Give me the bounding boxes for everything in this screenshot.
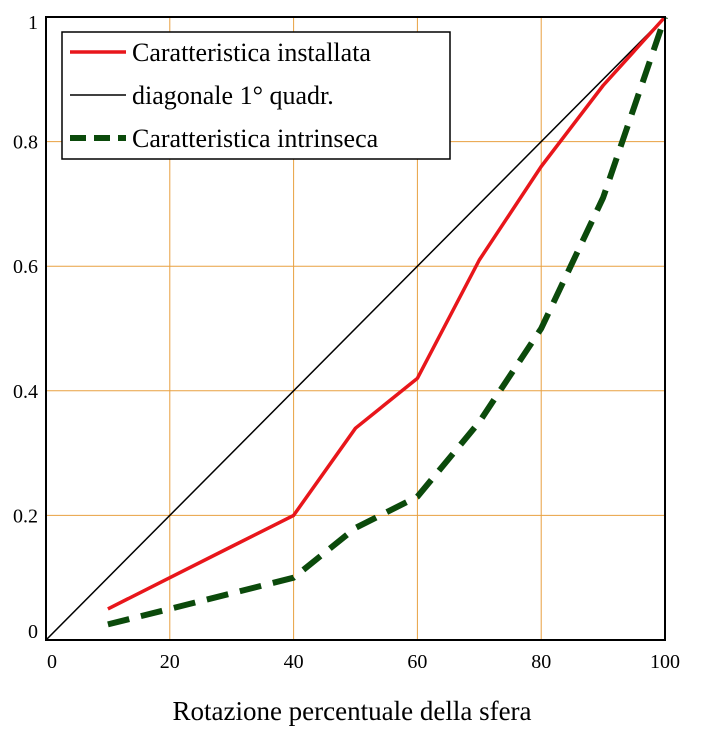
tick-labels: 0 20 40 60 80 100 0 0.2 0.4 0.6 0.8 1	[13, 12, 680, 673]
series-line-0	[107, 15, 667, 611]
series-layer	[45, 15, 668, 641]
legend-label-0: Caratteristica installata	[132, 38, 371, 67]
plot-frame	[45, 16, 666, 641]
legend-label-2: Caratteristica intrinseca	[132, 124, 379, 153]
x-tick-label: 0	[47, 651, 57, 673]
y-tick-label: 0.6	[13, 256, 38, 278]
y-tick-label: 1	[28, 12, 38, 34]
y-tick-label: 0.8	[13, 132, 38, 154]
series-line-1	[45, 16, 666, 641]
y-tick-label: 0.2	[13, 505, 38, 527]
x-tick-label: 60	[407, 651, 427, 673]
y-tick-label: 0.4	[13, 381, 38, 403]
legend-label-1: diagonale 1° quadr.	[132, 81, 334, 110]
series-line-2	[107, 16, 668, 628]
legend-box	[61, 31, 451, 160]
x-tick-label: 20	[160, 651, 180, 673]
x-tick-label: 40	[284, 651, 304, 673]
legend: Caratteristica installata diagonale 1° qu…	[61, 31, 451, 160]
y-tick-label: 0	[28, 621, 38, 643]
x-axis-title: Rotazione percentuale della sfera	[172, 696, 531, 726]
x-tick-label: 80	[531, 651, 551, 673]
x-tick-label: 100	[650, 651, 680, 673]
